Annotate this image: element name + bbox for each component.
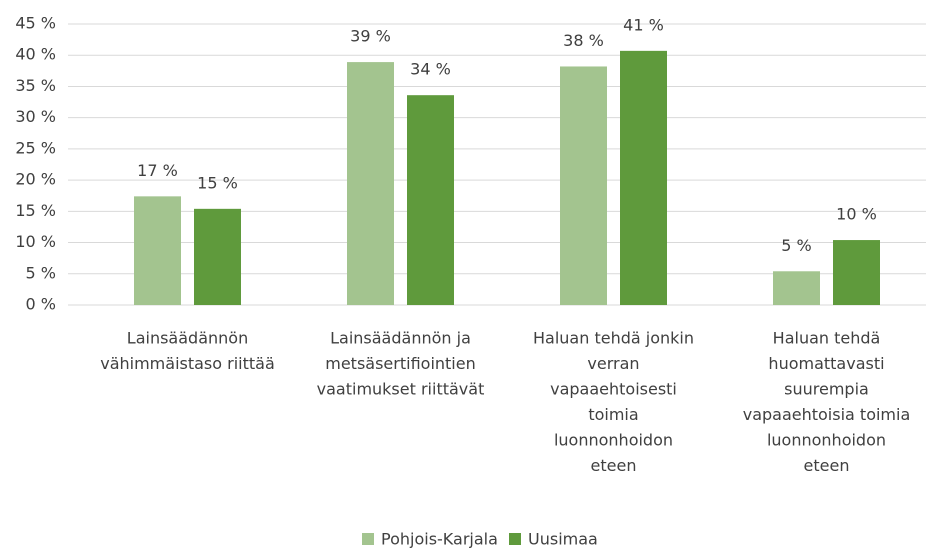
- y-tick-label: 25 %: [15, 138, 56, 157]
- bar: [407, 95, 454, 305]
- y-tick-label: 10 %: [15, 232, 56, 251]
- x-tick-label: Haluan tehdä jonkin: [533, 329, 694, 348]
- bar: [620, 50, 667, 306]
- x-tick-label: eteen: [591, 456, 637, 475]
- data-label: 39 %: [350, 27, 391, 46]
- x-tick-label: vähimmäistaso riittää: [100, 354, 275, 373]
- data-label: 10 %: [836, 205, 877, 224]
- x-tick-label: Haluan tehdä: [773, 329, 881, 348]
- bar: [773, 271, 820, 305]
- data-label: 38 %: [563, 31, 604, 50]
- x-tick-label: luonnonhoidon: [554, 431, 673, 450]
- bar: [833, 240, 880, 305]
- y-tick-label: 40 %: [15, 45, 56, 64]
- legend-swatch: [509, 533, 521, 545]
- bar: [194, 208, 241, 305]
- y-tick-label: 15 %: [15, 201, 56, 220]
- legend-swatch: [362, 533, 374, 545]
- x-tick-label: toimia: [588, 405, 638, 424]
- x-tick-label: vapaaehtoisesti: [550, 380, 677, 399]
- x-tick-label: huomattavasti: [768, 354, 884, 373]
- legend-label: Uusimaa: [528, 530, 598, 549]
- x-tick-label: eteen: [804, 456, 850, 475]
- y-tick-label: 5 %: [26, 263, 56, 282]
- y-tick-label: 0 %: [26, 295, 56, 314]
- bar: [134, 196, 181, 305]
- x-tick-label: verran: [587, 354, 639, 373]
- bar: [347, 62, 394, 305]
- data-label: 5 %: [781, 236, 811, 255]
- x-tick-label: Lainsäädännön ja: [330, 329, 471, 348]
- y-tick-label: 30 %: [15, 107, 56, 126]
- data-label: 41 %: [623, 15, 664, 34]
- bar: [560, 66, 607, 305]
- y-tick-label: 20 %: [15, 170, 56, 189]
- x-tick-label: metsäsertifiointien: [325, 354, 475, 373]
- y-tick-label: 45 %: [15, 14, 56, 33]
- x-tick-label: luonnonhoidon: [767, 431, 886, 450]
- y-tick-label: 35 %: [15, 76, 56, 95]
- x-tick-label: Lainsäädännön: [127, 329, 248, 348]
- data-label: 17 %: [137, 161, 178, 180]
- x-tick-label: suurempia: [784, 380, 869, 399]
- data-label: 34 %: [410, 60, 451, 79]
- x-tick-label: vaatimukset riittävät: [317, 380, 485, 399]
- legend-label: Pohjois-Karjala: [381, 530, 498, 549]
- x-tick-label: vapaaehtoisia toimia: [743, 405, 911, 424]
- data-label: 15 %: [197, 173, 238, 192]
